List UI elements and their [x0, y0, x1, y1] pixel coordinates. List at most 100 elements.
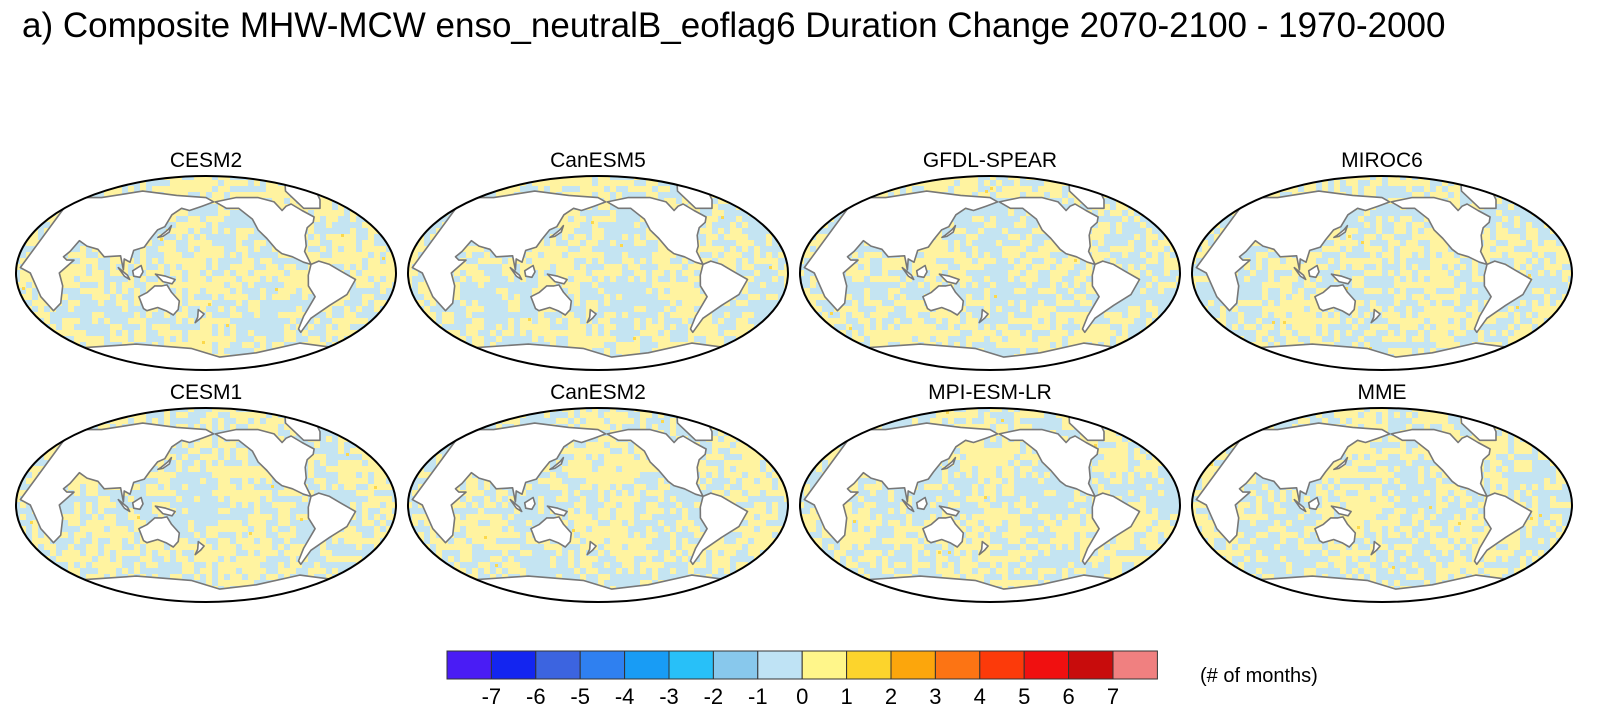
landmass: [523, 496, 536, 511]
landmass: [938, 273, 960, 285]
landmass: [138, 284, 181, 316]
landmass: [1330, 273, 1352, 285]
landmass: [157, 224, 173, 239]
colorbar-tick-label: 2: [884, 684, 898, 709]
landmass: [214, 428, 315, 498]
colorbar-tick-label: -5: [570, 684, 590, 709]
landmass: [1333, 456, 1349, 471]
colorbar-tick-label: -6: [526, 684, 546, 709]
colorbar-swatch: [979, 650, 1025, 680]
map-border: [798, 175, 1181, 371]
colorbar-tick-label: 4: [973, 684, 986, 709]
colorbar-tick-label: -2: [703, 684, 724, 709]
panel-title: MPI-ESM-LR: [928, 381, 1052, 404]
panel-title: CanESM5: [550, 149, 646, 172]
world-map: [798, 407, 1181, 603]
landmass: [689, 260, 749, 334]
world-map: [1190, 175, 1573, 371]
colorbar-swatch: [890, 650, 936, 680]
landmass: [411, 190, 607, 312]
landmass: [1473, 260, 1533, 334]
colorbar-tick-label: 1: [840, 684, 853, 709]
landmass: [530, 284, 573, 316]
landmass: [606, 428, 707, 498]
landmass: [530, 516, 573, 548]
landmass: [998, 196, 1099, 266]
colorbar-tick-label: -7: [481, 684, 502, 709]
map-border: [1190, 407, 1573, 603]
colorbar-swatch: [1112, 650, 1158, 680]
landmass: [1370, 308, 1381, 324]
panel-title: CanESM2: [550, 381, 646, 404]
landmass: [1081, 260, 1141, 334]
colorbar-swatch: [846, 650, 892, 680]
colorbar-tick-label: 7: [1106, 684, 1120, 709]
landmass: [978, 308, 989, 324]
map-border: [406, 175, 789, 371]
colorbar-swatch: [712, 650, 759, 680]
colorbar-swatch: [624, 650, 670, 680]
landmass: [117, 266, 131, 281]
landmass: [941, 456, 957, 471]
colorbar-swatch: [1068, 650, 1114, 680]
colorbar-swatch: [934, 650, 981, 680]
figure-title: a) Composite MHW-MCW enso_neutralB_eofla…: [22, 6, 1446, 45]
map-border: [406, 407, 789, 603]
panel-title: CESM2: [169, 149, 243, 172]
map-border: [798, 407, 1181, 603]
colorbar-swatch: [668, 650, 714, 680]
landmass: [1307, 496, 1320, 511]
landmass: [915, 264, 928, 279]
world-map: [798, 175, 1181, 371]
landmass: [606, 196, 707, 266]
landmass: [803, 422, 999, 544]
map-panel-gfdl-spear: GFDL-SPEAR: [798, 148, 1182, 376]
colorbar-tick-label: 5: [1018, 684, 1031, 709]
landmass: [297, 492, 357, 566]
landmass: [509, 266, 523, 281]
map-panel-mpi-esm-lr: MPI-ESM-LR: [798, 380, 1182, 608]
landmass: [1390, 196, 1491, 266]
landmass: [1314, 516, 1357, 548]
landmass: [138, 516, 181, 548]
colorbar-swatch: [490, 650, 537, 680]
landmass: [154, 505, 176, 517]
map-panel-cesm2: CESM2: [14, 148, 398, 376]
panel-title: GFDL-SPEAR: [922, 149, 1058, 172]
landmass: [1081, 492, 1141, 566]
colorbar-swatch: [535, 650, 581, 680]
landmass: [194, 308, 205, 324]
landmass: [922, 284, 965, 316]
colorbar-tick-label: -3: [659, 684, 679, 709]
landmass: [978, 540, 989, 556]
landmass: [1390, 428, 1491, 498]
landmass: [689, 492, 749, 566]
colorbar-tick-label: 6: [1062, 684, 1075, 709]
world-map: [406, 407, 789, 603]
landmass: [803, 190, 999, 312]
world-map: [14, 175, 397, 371]
landmass: [131, 264, 144, 279]
colorbar-labels: -7 -6 -5 -4 -3 -2 -1 0 1 2 3 4 5 6 7: [446, 684, 1166, 714]
map-panel-canesm2: CanESM2: [406, 380, 790, 608]
landmass: [1195, 190, 1391, 312]
colorbar-tick-label: -4: [614, 684, 635, 709]
landmass: [549, 224, 565, 239]
landmass: [915, 496, 928, 511]
landmass: [117, 498, 131, 513]
landmass: [1370, 540, 1381, 556]
panel-title: MME: [1357, 381, 1407, 404]
landmass: [1314, 284, 1357, 316]
world-map: [14, 407, 397, 603]
landmass: [523, 264, 536, 279]
landmass: [297, 260, 357, 334]
landmass: [19, 422, 215, 544]
map-panel-canesm5: CanESM5: [406, 148, 790, 376]
landmass: [901, 266, 915, 281]
colorbar-swatch: [1023, 650, 1070, 680]
landmass: [131, 496, 144, 511]
world-map: [1190, 407, 1573, 603]
landmass: [1195, 422, 1391, 544]
landmass: [941, 224, 957, 239]
colorbar-tick-label: 3: [929, 684, 942, 709]
